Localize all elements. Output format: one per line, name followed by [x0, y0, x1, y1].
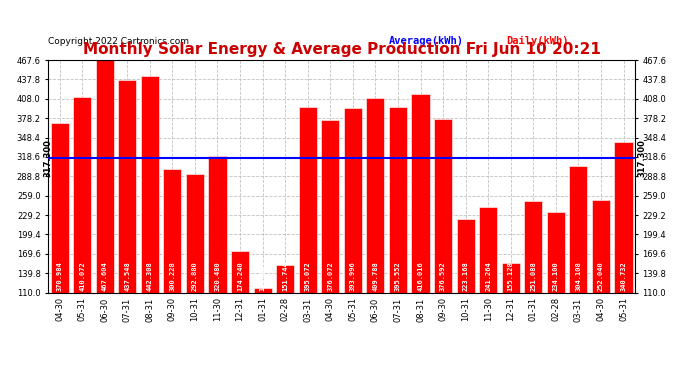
Bar — [479, 207, 497, 292]
Bar — [96, 60, 114, 292]
Bar — [73, 98, 91, 292]
Bar — [434, 119, 452, 292]
Text: 234.100: 234.100 — [553, 261, 559, 291]
Text: 370.984: 370.984 — [57, 261, 63, 291]
Text: 320.480: 320.480 — [215, 261, 221, 291]
Text: Copyright 2022 Cartronics.com: Copyright 2022 Cartronics.com — [48, 37, 189, 46]
Text: 317.300: 317.300 — [638, 139, 647, 177]
Bar — [208, 156, 226, 292]
Bar — [276, 266, 294, 292]
Text: 241.264: 241.264 — [485, 261, 491, 291]
Text: 442.308: 442.308 — [147, 261, 152, 291]
Bar — [366, 98, 384, 292]
Text: 116.984: 116.984 — [259, 261, 266, 291]
Bar — [164, 169, 181, 292]
Text: 340.732: 340.732 — [620, 261, 627, 291]
Bar — [118, 80, 137, 292]
Bar — [186, 174, 204, 292]
Text: 292.880: 292.880 — [192, 261, 198, 291]
Text: 467.604: 467.604 — [101, 261, 108, 291]
Bar — [344, 108, 362, 292]
Text: 416.016: 416.016 — [417, 261, 424, 291]
Bar — [389, 107, 407, 292]
Text: 155.128: 155.128 — [508, 261, 514, 291]
Text: 252.040: 252.040 — [598, 261, 604, 291]
Text: 300.228: 300.228 — [169, 261, 175, 291]
Text: Average(kWh): Average(kWh) — [388, 36, 464, 46]
Bar — [411, 93, 430, 292]
Bar — [615, 142, 633, 292]
Bar — [502, 263, 520, 292]
Bar — [299, 107, 317, 292]
Text: 304.108: 304.108 — [575, 261, 582, 291]
Bar — [457, 219, 475, 292]
Bar — [322, 120, 339, 292]
Text: 395.552: 395.552 — [395, 261, 401, 291]
Bar — [141, 76, 159, 292]
Text: 317.300: 317.300 — [43, 139, 53, 177]
Text: Daily(kWh): Daily(kWh) — [506, 36, 569, 46]
Text: 409.788: 409.788 — [373, 261, 378, 291]
Text: 410.072: 410.072 — [79, 261, 85, 291]
Bar — [569, 166, 587, 292]
Bar — [592, 200, 610, 292]
Text: 376.072: 376.072 — [327, 261, 333, 291]
Text: 376.592: 376.592 — [440, 261, 446, 291]
Text: 393.996: 393.996 — [350, 261, 356, 291]
Bar — [524, 201, 542, 292]
Text: 151.744: 151.744 — [282, 261, 288, 291]
Text: 174.240: 174.240 — [237, 261, 243, 291]
Title: Monthly Solar Energy & Average Production Fri Jun 10 20:21: Monthly Solar Energy & Average Productio… — [83, 42, 600, 57]
Bar — [254, 288, 272, 292]
Text: 251.088: 251.088 — [531, 261, 536, 291]
Text: 223.168: 223.168 — [462, 261, 469, 291]
Bar — [50, 123, 68, 292]
Text: 437.548: 437.548 — [124, 261, 130, 291]
Bar — [547, 212, 565, 292]
Text: 395.072: 395.072 — [305, 261, 310, 291]
Bar — [231, 251, 249, 292]
